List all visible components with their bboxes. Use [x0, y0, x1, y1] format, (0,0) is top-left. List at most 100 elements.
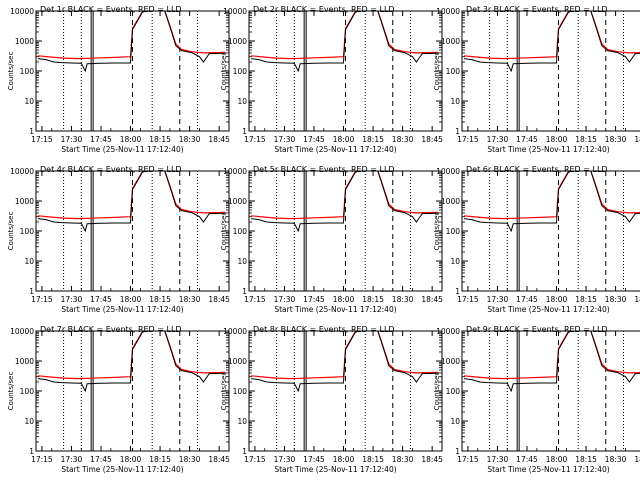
x-tick-label: 17:15	[31, 455, 53, 464]
y-tick-label: 10	[237, 97, 247, 106]
y-tick-label: 100	[233, 227, 248, 236]
x-tick-label: 17:30	[487, 455, 509, 464]
y-tick-label: 1	[242, 287, 247, 296]
y-tick-label: 10	[450, 97, 460, 106]
x-tick-label: 18:15	[362, 295, 384, 304]
events-series-line	[463, 331, 640, 393]
x-axis-label: Start Time (25-Nov-11 17:12:40)	[487, 305, 609, 314]
y-tick-label: 1	[242, 447, 247, 456]
y-tick-label: 1	[29, 287, 34, 296]
plot-title: Det 6r BLACK = Events, RED = LLD	[466, 165, 608, 174]
x-tick-label: 18:30	[605, 135, 627, 144]
x-tick-label: 17:45	[303, 135, 325, 144]
y-tick-label: 1000	[15, 37, 34, 46]
x-tick-label: 17:15	[457, 135, 479, 144]
y-tick-label: 1	[455, 127, 460, 136]
x-tick-label: 17:45	[90, 295, 112, 304]
x-tick-label: 17:30	[274, 295, 296, 304]
plot-title: Det 5r BLACK = Events, RED = LLD	[253, 165, 395, 174]
x-tick-label: 18:30	[179, 295, 201, 304]
x-tick-label: 18:45	[421, 455, 443, 464]
y-tick-label: 10000	[10, 327, 34, 336]
x-tick-label: 18:45	[421, 135, 443, 144]
y-tick-label: 10	[450, 257, 460, 266]
y-axis-label: Counts/sec	[220, 372, 228, 411]
events-series-line	[250, 11, 439, 73]
events-series-line	[463, 171, 640, 233]
y-tick-label: 1000	[441, 197, 460, 206]
x-tick-label: 18:30	[392, 135, 414, 144]
detector-panel: 1 10 100 1000 10000 17:15 17:30 17:45 18:00 18:15…	[220, 5, 443, 154]
y-axis-label: Counts/sec	[433, 372, 441, 411]
y-tick-label: 100	[446, 227, 461, 236]
y-tick-label: 10000	[10, 7, 34, 16]
x-tick-label: 18:00	[120, 295, 142, 304]
x-tick-label: 18:30	[392, 455, 414, 464]
plot-title: Det 8r BLACK = Events, RED = LLD	[253, 325, 395, 334]
events-series-line	[463, 11, 640, 73]
y-tick-label: 100	[20, 227, 35, 236]
y-tick-label: 100	[233, 67, 248, 76]
detector-panel: 1 10 100 1000 10000 17:15 17:30 17:45 18:00 18:15…	[220, 165, 443, 314]
x-tick-label: 18:00	[333, 135, 355, 144]
x-tick-label: 17:45	[516, 295, 538, 304]
x-tick-label: 18:15	[149, 135, 171, 144]
y-tick-label: 1000	[441, 37, 460, 46]
y-tick-label: 10	[24, 417, 34, 426]
x-tick-label: 18:45	[421, 295, 443, 304]
x-tick-label: 18:30	[605, 455, 627, 464]
x-tick-label: 17:15	[457, 455, 479, 464]
x-tick-label: 17:30	[274, 135, 296, 144]
lld-series-line	[250, 171, 439, 220]
y-tick-label: 1000	[228, 37, 247, 46]
y-tick-label: 10	[450, 417, 460, 426]
x-tick-label: 18:30	[605, 295, 627, 304]
x-tick-label: 18:00	[120, 135, 142, 144]
x-tick-label: 17:30	[487, 135, 509, 144]
y-axis-label: Counts/sec	[220, 212, 228, 251]
y-axis-label: Counts/sec	[433, 52, 441, 91]
y-tick-label: 1	[455, 287, 460, 296]
y-tick-label: 10000	[10, 167, 34, 176]
x-tick-label: 17:15	[244, 455, 266, 464]
lld-series-line	[463, 331, 640, 380]
x-tick-label: 18:30	[392, 295, 414, 304]
detector-panel: 1 10 100 1000 10000 17:15 17:30 17:45 18:00 18:15…	[433, 325, 640, 474]
lld-series-line	[250, 331, 439, 380]
x-tick-label: 18:00	[546, 135, 568, 144]
x-tick-label: 18:00	[333, 295, 355, 304]
x-axis-label: Start Time (25-Nov-11 17:12:40)	[61, 465, 183, 474]
x-tick-label: 18:45	[208, 455, 230, 464]
y-axis-label: Counts/sec	[220, 52, 228, 91]
y-tick-label: 1	[29, 127, 34, 136]
y-axis-label: Counts/sec	[433, 212, 441, 251]
plot-frame	[461, 330, 640, 452]
lld-series-line	[250, 11, 439, 60]
x-tick-label: 17:30	[61, 455, 83, 464]
y-tick-label: 1	[455, 447, 460, 456]
x-tick-label: 17:15	[31, 135, 53, 144]
x-tick-label: 17:30	[61, 295, 83, 304]
x-tick-label: 18:45	[208, 295, 230, 304]
x-tick-label: 18:15	[575, 135, 597, 144]
x-tick-label: 18:45	[634, 455, 640, 464]
y-tick-label: 100	[20, 67, 35, 76]
plot-frame	[461, 10, 640, 132]
y-axis-label: Counts/sec	[7, 212, 15, 251]
y-axis-label: Counts/sec	[7, 372, 15, 411]
y-tick-label: 100	[446, 67, 461, 76]
y-tick-label: 10000	[436, 7, 460, 16]
x-tick-label: 18:15	[149, 295, 171, 304]
y-tick-label: 1000	[15, 197, 34, 206]
y-tick-label: 1000	[228, 357, 247, 366]
y-tick-label: 100	[20, 387, 35, 396]
events-series-line	[37, 171, 226, 233]
y-tick-label: 1000	[441, 357, 460, 366]
plot-title: Det 2r BLACK = Events, RED = LLD	[253, 5, 395, 14]
x-tick-label: 18:00	[546, 295, 568, 304]
x-tick-label: 17:45	[303, 455, 325, 464]
x-tick-label: 17:30	[274, 455, 296, 464]
y-tick-label: 1	[242, 127, 247, 136]
x-tick-label: 17:15	[244, 135, 266, 144]
